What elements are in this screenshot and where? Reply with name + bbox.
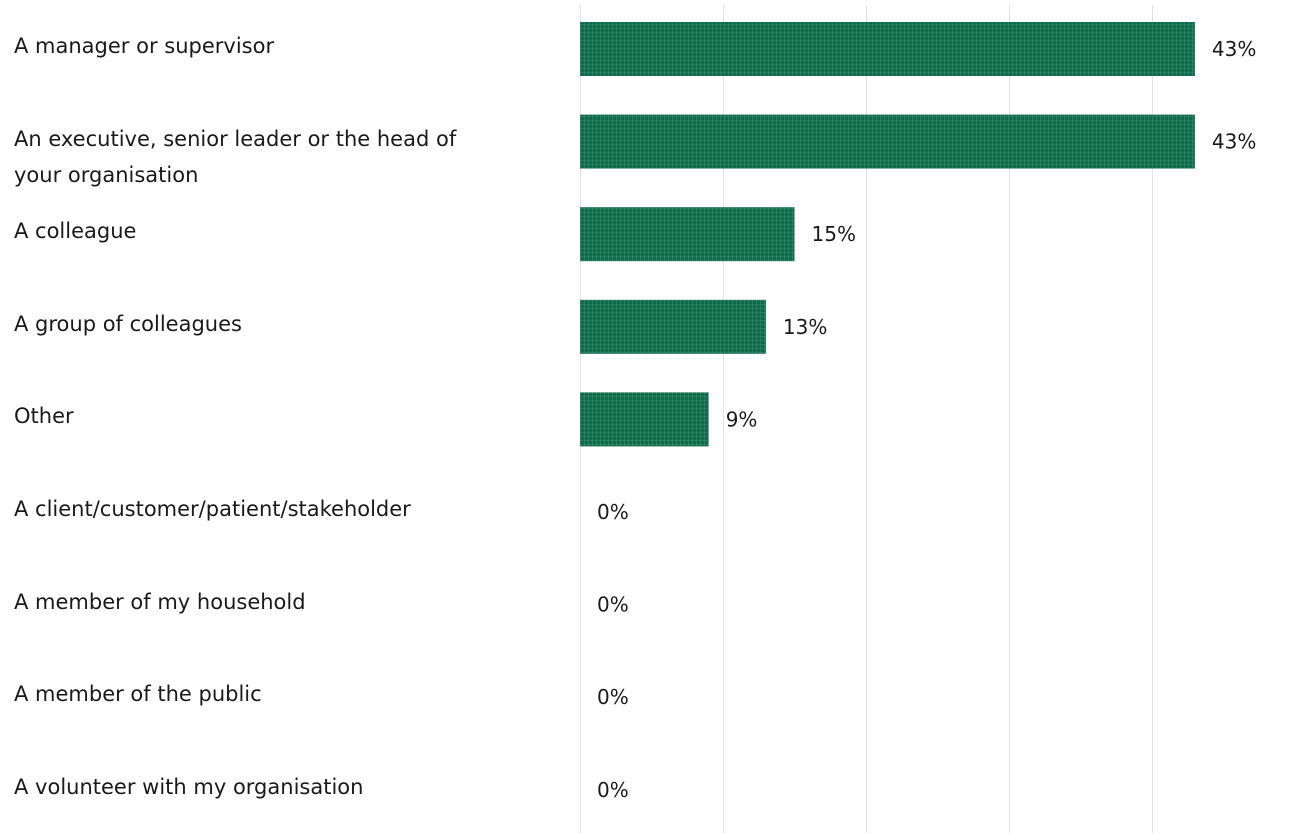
category-label-line: A colleague <box>14 219 137 244</box>
bar-value-label: 43% <box>1212 130 1256 154</box>
bar-value-label: 43% <box>1212 37 1256 61</box>
category-label-line: A member of my household <box>14 589 306 614</box>
bar <box>580 299 766 354</box>
bar-value-label: 13% <box>783 315 827 339</box>
bar <box>580 114 1195 169</box>
category-label-line: Other <box>14 404 74 429</box>
bar-value-label: 0% <box>597 778 629 802</box>
category-label: A member of my household <box>14 584 574 620</box>
bar-value-label: 0% <box>597 500 629 524</box>
category-label-line: A manager or supervisor <box>14 34 275 58</box>
bar-value-label: 9% <box>726 407 758 431</box>
bar-value-label: 15% <box>812 222 856 246</box>
bar <box>580 22 1195 76</box>
category-label-line: An executive, senior leader or the head … <box>14 126 457 151</box>
bar-value-label: 0% <box>597 593 629 617</box>
category-label-line: A member of the public <box>14 682 262 707</box>
category-label: A colleague <box>14 213 574 249</box>
category-label-line: A volunteer with my organisation <box>14 774 364 799</box>
category-label: An executive, senior leader or the head … <box>14 121 574 193</box>
category-label-line: your organisation <box>14 162 199 187</box>
bar-value-label: 0% <box>597 685 629 709</box>
category-label-line: A group of colleagues <box>14 311 242 336</box>
category-label: A member of the public <box>14 676 574 712</box>
bar <box>580 207 795 262</box>
bar <box>580 392 709 447</box>
category-label: A manager or supervisor <box>14 28 574 64</box>
category-label-line: A client/customer/patient/stakeholder <box>14 497 411 521</box>
category-label: Other <box>14 398 574 434</box>
category-label: A group of colleagues <box>14 306 574 342</box>
category-label: A volunteer with my organisation <box>14 769 574 805</box>
category-label: A client/customer/patient/stakeholder <box>14 491 574 527</box>
